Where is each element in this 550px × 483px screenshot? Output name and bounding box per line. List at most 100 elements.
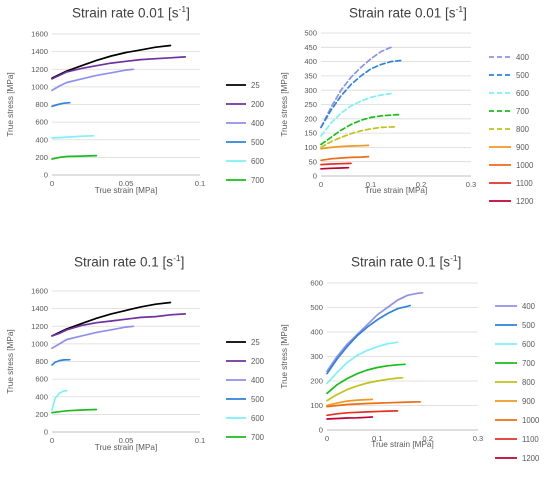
y-tick-label: 100 bbox=[310, 401, 323, 410]
y-tick-label: 200 bbox=[304, 114, 317, 123]
y-tick-label: 400 bbox=[304, 57, 317, 66]
y-tick-label: 0 bbox=[44, 428, 48, 437]
legend-label: 200 bbox=[251, 357, 265, 366]
legend-label: 1000 bbox=[516, 161, 534, 170]
y-tick-label: 600 bbox=[35, 375, 48, 384]
y-tick-label: 500 bbox=[304, 29, 317, 38]
y-tick-label: 200 bbox=[310, 377, 323, 386]
x-tick-label: 0.1 bbox=[366, 180, 377, 189]
series-line-200 bbox=[51, 56, 187, 80]
legend-label: 25 bbox=[251, 338, 260, 347]
series-line-600 bbox=[51, 389, 68, 411]
y-tick-label: 1200 bbox=[31, 322, 48, 331]
x-tick-label: 0.1 bbox=[195, 436, 206, 445]
x-tick-label: 0.3 bbox=[473, 434, 484, 443]
legend-label: 400 bbox=[516, 53, 530, 62]
legend-label: 1200 bbox=[522, 454, 540, 463]
series-line-25 bbox=[51, 301, 172, 337]
chart-svg: 0 50 100 150 200 250 300 350 400 450 500 0 0.1 0.2 0.3… bbox=[280, 29, 534, 206]
y-tick-label: 0 bbox=[44, 171, 48, 180]
legend-label: 500 bbox=[516, 71, 530, 80]
series-line-500 bbox=[326, 304, 411, 375]
legend-label: 700 bbox=[251, 176, 265, 185]
series-line-600 bbox=[326, 341, 399, 385]
series-line-900 bbox=[326, 398, 374, 407]
y-tick-label: 150 bbox=[304, 129, 317, 138]
chart-svg: 0 200 400 600 800 1000 1200 1400 1600 0 0.05 0.1 Tru… bbox=[6, 287, 265, 452]
x-tick-label: 0 bbox=[319, 180, 323, 189]
chart-title: Strain rate 0.01 [s-1] bbox=[349, 4, 467, 21]
y-axis-label: True stress [MPa] bbox=[6, 329, 15, 393]
series-line-1000 bbox=[320, 155, 370, 162]
y-tick-label: 350 bbox=[304, 72, 317, 81]
x-tick-label: 0.05 bbox=[119, 179, 134, 188]
chart-title: Strain rate 0.1 [s-1] bbox=[74, 253, 185, 270]
y-tick-label: 200 bbox=[35, 153, 48, 162]
legend-label: 400 bbox=[251, 376, 265, 385]
y-tick-label: 800 bbox=[35, 100, 48, 109]
legend-label: 200 bbox=[251, 100, 265, 109]
x-tick-label: 0 bbox=[325, 434, 329, 443]
chart-panel-top-right: Strain rate 0.01 [s-1] 0 50 100 150 200 250 30… bbox=[275, 0, 550, 240]
y-tick-label: 600 bbox=[35, 118, 48, 127]
series-line-700 bbox=[51, 408, 98, 414]
chart-svg: 0 200 400 600 800 1000 1200 1400 1600 0 0.05 0.1 Tru… bbox=[6, 30, 265, 195]
y-tick-label: 600 bbox=[310, 279, 323, 288]
series-line-400 bbox=[51, 68, 135, 92]
x-axis-label: True strain [MPa] bbox=[371, 440, 434, 449]
x-tick-label: 0.1 bbox=[372, 434, 383, 443]
chart-panel-bottom-right: Strain rate 0.1 [s-1] 0 100 200 300 400 500 60… bbox=[275, 243, 550, 483]
legend-label: 500 bbox=[251, 138, 265, 147]
legend-label: 800 bbox=[522, 378, 536, 387]
legend-label: 500 bbox=[251, 395, 265, 404]
legend-label: 700 bbox=[516, 107, 530, 116]
legend-label: 600 bbox=[251, 414, 265, 423]
x-tick-label: 0.05 bbox=[119, 436, 134, 445]
series-line-500 bbox=[51, 101, 71, 108]
chart-title: Strain rate 0.01 [s-1] bbox=[72, 4, 190, 21]
x-axis-label: True strain [MPa] bbox=[365, 186, 428, 195]
legend-label: 1100 bbox=[516, 179, 533, 188]
series-line-400 bbox=[51, 325, 135, 350]
legend-label: 800 bbox=[516, 125, 530, 134]
y-tick-label: 800 bbox=[35, 357, 48, 366]
x-tick-label: 0.3 bbox=[466, 180, 477, 189]
legend-label: 700 bbox=[251, 433, 265, 442]
series-line-1200 bbox=[320, 166, 350, 170]
y-tick-label: 100 bbox=[304, 143, 317, 152]
series-line-1000 bbox=[326, 400, 421, 408]
series-line-700 bbox=[326, 363, 406, 395]
legend-label: 600 bbox=[516, 89, 530, 98]
y-axis-label: True stress [MPa] bbox=[6, 72, 15, 136]
y-tick-label: 250 bbox=[304, 100, 317, 109]
legend-label: 400 bbox=[251, 119, 265, 128]
series-line-500 bbox=[51, 358, 71, 366]
series-line-1200 bbox=[326, 416, 374, 420]
series-line-200 bbox=[51, 313, 187, 337]
series-line-500 bbox=[320, 59, 405, 129]
y-tick-label: 0 bbox=[319, 426, 323, 435]
y-axis-label: True stress [MPa] bbox=[280, 72, 289, 136]
chart-panel-top-left: Strain rate 0.01 [s-1] 0 200 400 600 800 1000… bbox=[0, 0, 272, 240]
series-line-900 bbox=[320, 144, 370, 150]
x-tick-label: 0.1 bbox=[195, 179, 206, 188]
chart-svg: 0 100 200 300 400 500 600 0 0.1 0.2 0.3 True strain… bbox=[280, 279, 540, 463]
series-line-400 bbox=[320, 46, 392, 129]
x-tick-label: 0 bbox=[50, 436, 54, 445]
x-tick-label: 0 bbox=[50, 179, 54, 188]
series-line-1100 bbox=[326, 410, 399, 417]
legend-label: 600 bbox=[251, 157, 265, 166]
series-line-400 bbox=[326, 291, 424, 373]
x-tick-label: 0.2 bbox=[416, 180, 427, 189]
legend-label: 1100 bbox=[522, 435, 539, 444]
y-tick-label: 1600 bbox=[31, 287, 48, 296]
y-tick-label: 300 bbox=[304, 86, 317, 95]
y-tick-label: 1400 bbox=[31, 47, 48, 56]
legend-label: 400 bbox=[522, 302, 536, 311]
legend-label: 500 bbox=[522, 321, 536, 330]
y-tick-label: 400 bbox=[35, 392, 48, 401]
chart-panel-bottom-left: Strain rate 0.1 [s-1] 0 200 400 600 800 1000 1… bbox=[0, 243, 272, 483]
x-tick-label: 0.2 bbox=[422, 434, 433, 443]
chart-title: Strain rate 0.1 [s-1] bbox=[351, 253, 462, 270]
y-tick-label: 1000 bbox=[31, 82, 48, 91]
